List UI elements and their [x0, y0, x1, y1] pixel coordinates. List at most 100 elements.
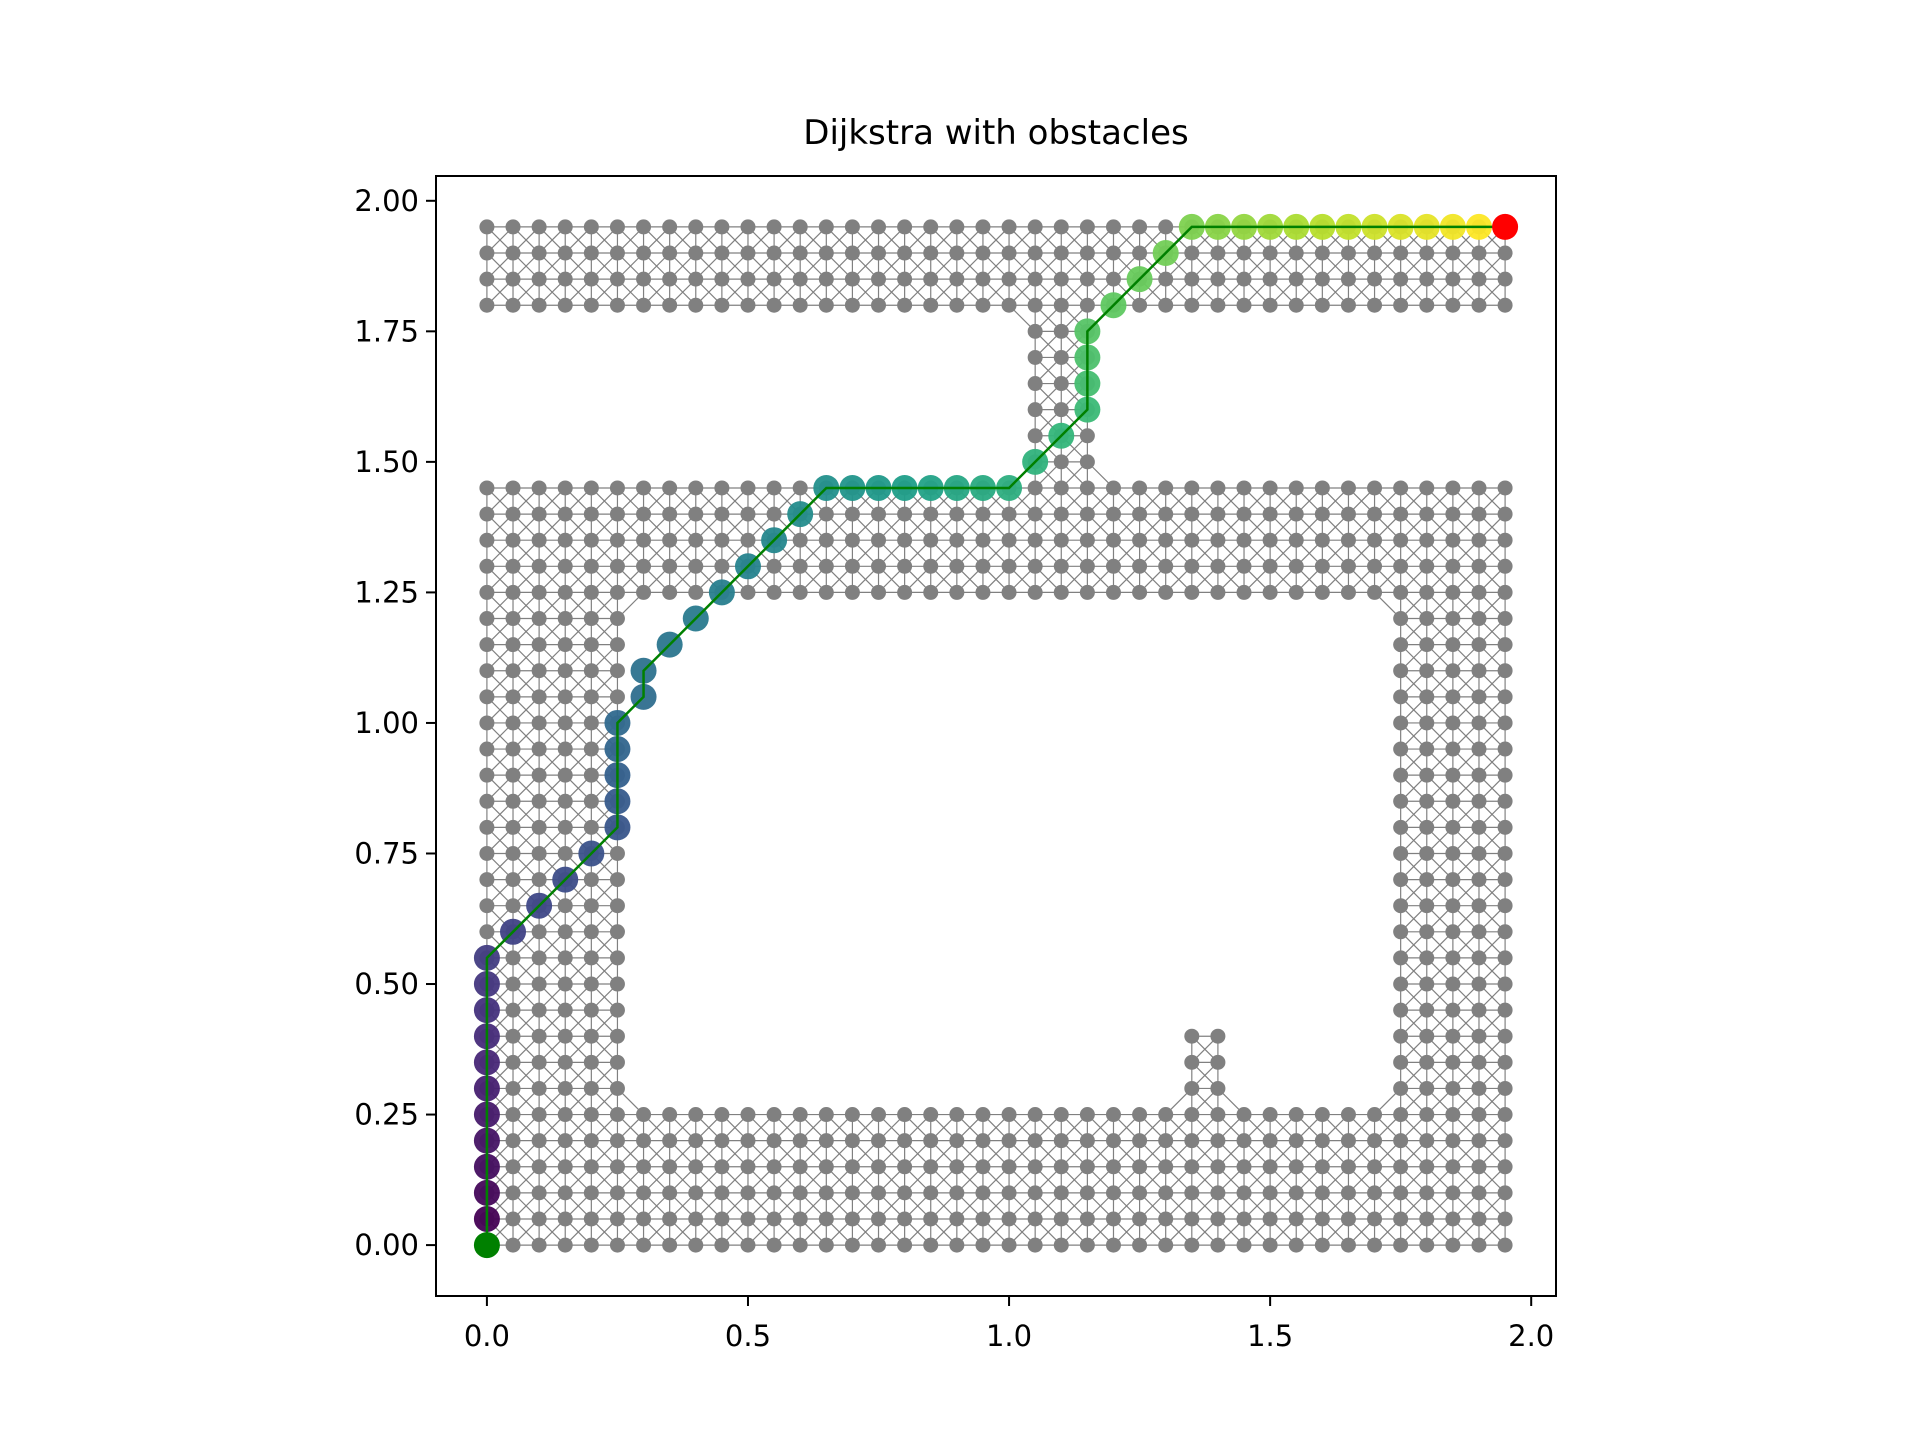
graph-node: [1158, 1133, 1174, 1149]
graph-node: [609, 271, 625, 287]
graph-node: [1471, 1002, 1487, 1018]
graph-node: [792, 1185, 808, 1201]
graph-node: [557, 741, 573, 757]
graph-node: [1184, 1080, 1200, 1096]
graph-node: [1184, 1054, 1200, 1070]
graph-node: [479, 715, 495, 731]
graph-node: [1001, 1237, 1017, 1253]
graph-node: [1419, 506, 1435, 522]
graph-node: [871, 271, 887, 287]
graph-node: [557, 1185, 573, 1201]
graph-node: [1027, 1237, 1043, 1253]
graph-node: [1001, 271, 1017, 287]
y-tick-label: 1.50: [354, 445, 419, 479]
graph-node: [1184, 297, 1200, 313]
graph-node: [1419, 689, 1435, 705]
endpoints: [473, 213, 1519, 1259]
graph-node: [1053, 1211, 1069, 1227]
graph-node: [1471, 1028, 1487, 1044]
graph-node: [662, 219, 678, 235]
graph-node: [1314, 1185, 1330, 1201]
graph-node: [583, 1159, 599, 1175]
graph-node: [531, 872, 547, 888]
graph-node: [583, 271, 599, 287]
x-tick-label: 0.0: [464, 1319, 510, 1353]
graph-node: [1393, 1054, 1409, 1070]
graph-node: [505, 637, 521, 653]
graph-node: [557, 689, 573, 705]
graph-node: [1471, 1080, 1487, 1096]
graph-node: [1053, 584, 1069, 600]
graph-node: [1445, 793, 1461, 809]
graph-node: [949, 297, 965, 313]
x-tick-label: 1.5: [1247, 1319, 1293, 1353]
graph-node: [740, 271, 756, 287]
graph-node: [1105, 1159, 1121, 1175]
graph-node: [1419, 872, 1435, 888]
graph-node: [1262, 1237, 1278, 1253]
graph-node: [1105, 584, 1121, 600]
graph-node: [897, 584, 913, 600]
graph-node: [1340, 245, 1356, 261]
graph-node: [1027, 480, 1043, 496]
graph-node: [557, 1211, 573, 1227]
graph-node: [662, 245, 678, 261]
graph-node: [1471, 767, 1487, 783]
graph-node: [1001, 506, 1017, 522]
graph-node: [1314, 1159, 1330, 1175]
graph-node: [688, 1211, 704, 1227]
graph-node: [557, 924, 573, 940]
graph-node: [1419, 1107, 1435, 1123]
graph-node: [583, 1054, 599, 1070]
graph-node: [609, 1133, 625, 1149]
graph-node: [740, 1185, 756, 1201]
graph-node: [844, 532, 860, 548]
graph-node: [1471, 637, 1487, 653]
graph-node: [1445, 297, 1461, 313]
graph-node: [1471, 793, 1487, 809]
graph-node: [792, 297, 808, 313]
graph-node: [583, 506, 599, 522]
graph-node: [505, 1211, 521, 1227]
graph-node: [923, 297, 939, 313]
graph-node: [662, 1185, 678, 1201]
graph-node: [1367, 297, 1383, 313]
graph-node: [1314, 1237, 1330, 1253]
graph-node: [1393, 715, 1409, 731]
graph-node: [1236, 271, 1252, 287]
graph-node: [740, 1237, 756, 1253]
graph-node: [1340, 1107, 1356, 1123]
graph-node: [1367, 1133, 1383, 1149]
graph-node: [897, 245, 913, 261]
graph-node: [766, 506, 782, 522]
graph-node: [636, 1159, 652, 1175]
graph-node: [609, 219, 625, 235]
graph-node: [1497, 819, 1513, 835]
graph-node: [949, 1159, 965, 1175]
graph-node: [531, 1107, 547, 1123]
graph-node: [897, 219, 913, 235]
graph-node: [1497, 898, 1513, 914]
graph-node: [505, 1054, 521, 1070]
graph-node: [1445, 1080, 1461, 1096]
graph-node: [609, 297, 625, 313]
graph-node: [1393, 1028, 1409, 1044]
graph-node: [479, 845, 495, 861]
graph-node: [1027, 1133, 1043, 1149]
graph-node: [1079, 558, 1095, 574]
graph-node: [1262, 506, 1278, 522]
graph-node: [792, 1211, 808, 1227]
graph-node: [740, 584, 756, 600]
graph-node: [531, 924, 547, 940]
graph-node: [1497, 584, 1513, 600]
graph-node: [505, 1159, 521, 1175]
graph-node: [1445, 976, 1461, 992]
graph-node: [844, 1211, 860, 1227]
graph-node: [897, 1159, 913, 1175]
graph-node: [818, 1237, 834, 1253]
graph-node: [1314, 271, 1330, 287]
graph-node: [1471, 584, 1487, 600]
graph-node: [1419, 793, 1435, 809]
graph-node: [1497, 663, 1513, 679]
graph-node: [1497, 532, 1513, 548]
